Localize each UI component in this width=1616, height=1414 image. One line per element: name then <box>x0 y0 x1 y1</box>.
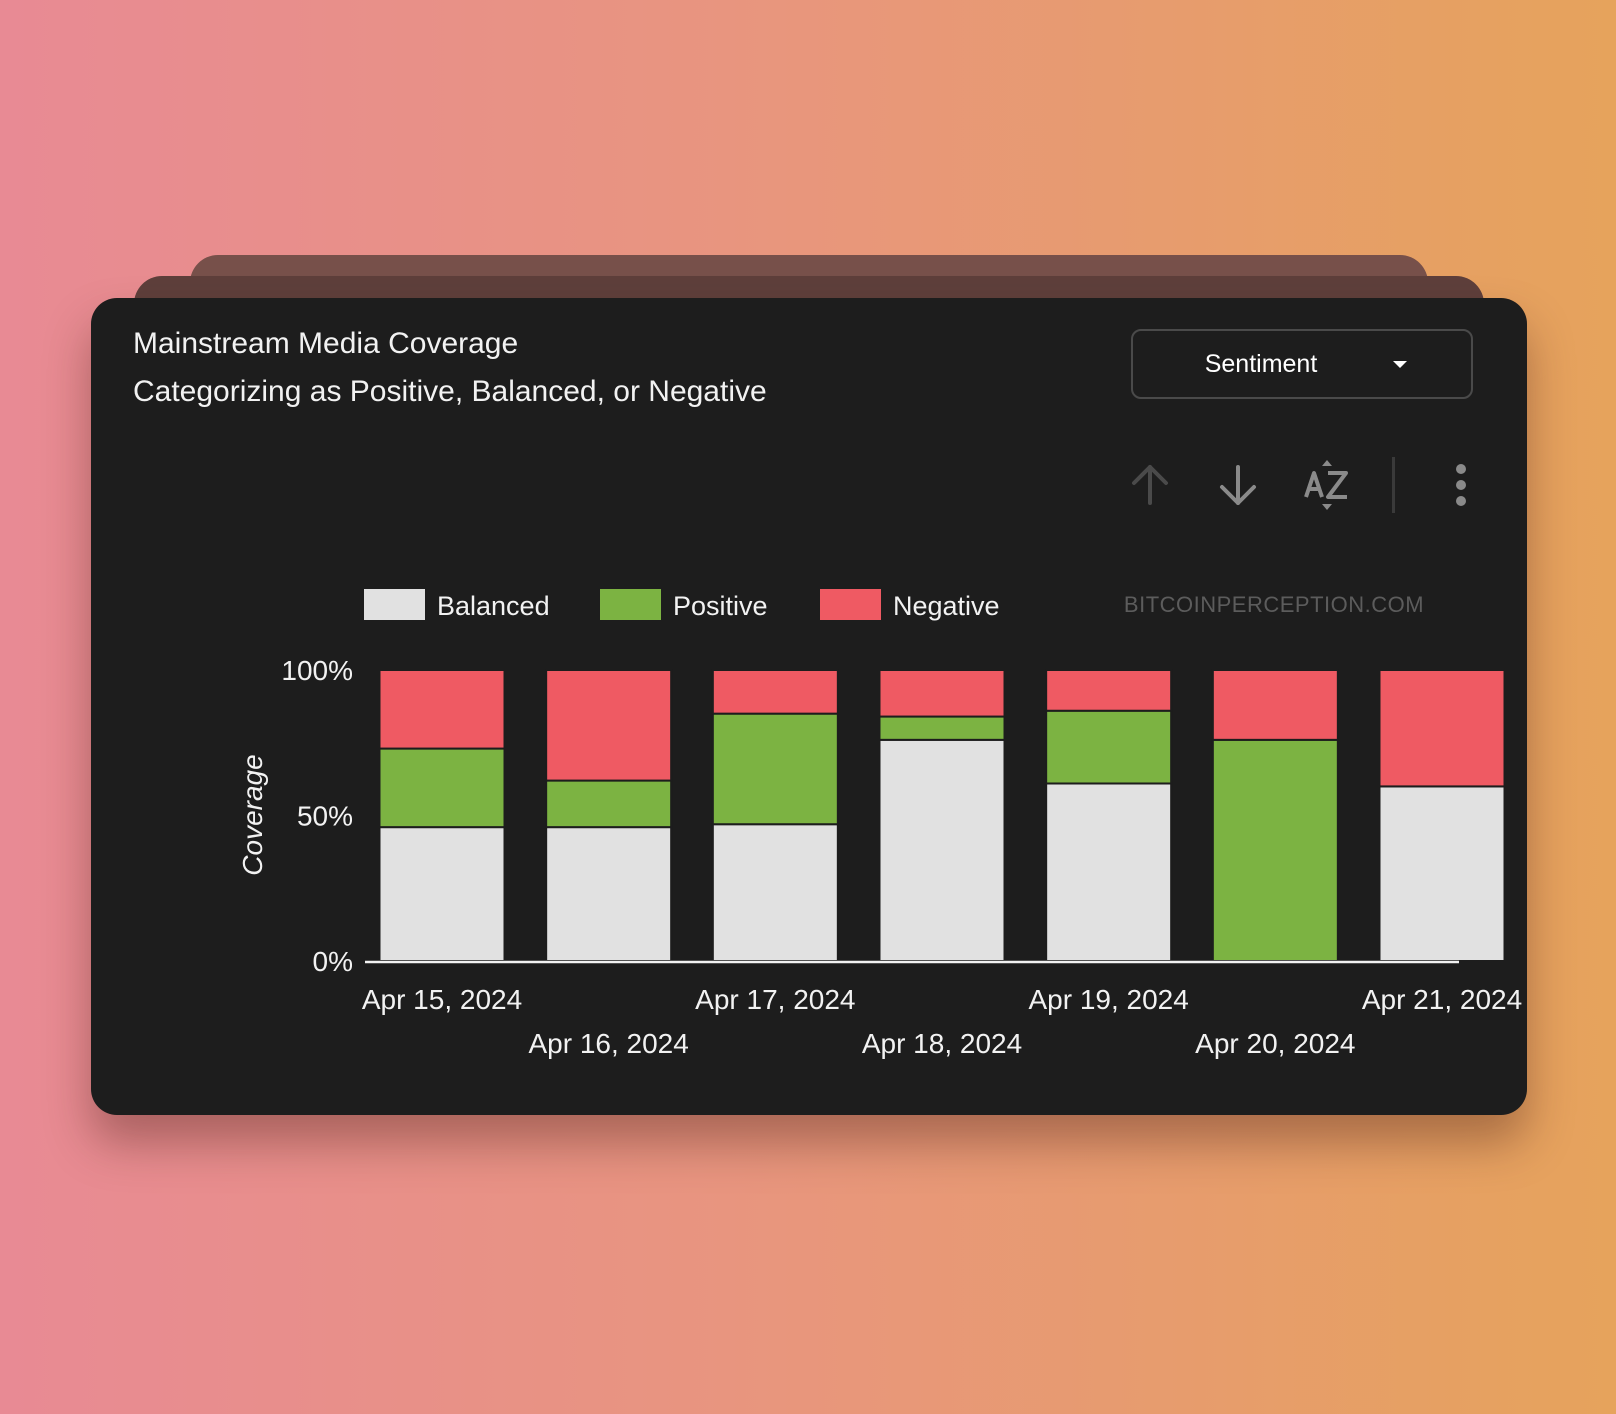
bar-segment-positive <box>1045 709 1173 785</box>
chart-title: Mainstream Media Coverage <box>133 327 519 360</box>
bar-segment-negative <box>378 669 506 750</box>
legend-label-balanced: Balanced <box>437 591 550 621</box>
chart-subtitle: Categorizing as Positive, Balanced, or N… <box>133 375 767 408</box>
watermark-text: BITCOINPERCEPTION.COM <box>1124 592 1424 617</box>
arrow-down-icon <box>1220 465 1256 505</box>
more-options-button[interactable] <box>1435 459 1487 511</box>
bar-segment-balanced <box>545 826 673 963</box>
legend-swatch-negative <box>820 589 881 620</box>
bar-segment-positive <box>878 715 1006 741</box>
more-vertical-icon <box>1456 464 1466 506</box>
bar-segment-balanced <box>878 738 1006 962</box>
y-tick-label: 50% <box>297 801 353 832</box>
bar-segment-balanced <box>1378 785 1506 962</box>
metric-dropdown[interactable]: Sentiment <box>1131 329 1473 399</box>
stacked-bar-chart: Balanced Positive Negative BITCOINPERCEPTIO… <box>237 589 1522 1059</box>
y-tick-label: 0% <box>313 946 353 977</box>
chart-card: Mainstream Media Coverage Categorizing a… <box>91 298 1527 1115</box>
bar-segment-balanced <box>1045 782 1173 962</box>
bar-segment-negative <box>1378 669 1506 788</box>
legend-swatch-balanced <box>364 589 425 620</box>
dropdown-selected-value: Sentiment <box>1204 350 1318 378</box>
bar-segment-negative <box>545 669 673 782</box>
y-tick-label: 100% <box>281 655 353 686</box>
az-sort-icon <box>1304 460 1348 510</box>
y-axis-label: Coverage <box>237 754 268 875</box>
sort-ascending-button[interactable] <box>1124 459 1176 511</box>
x-tick-label: Apr 15, 2024 <box>362 984 522 1015</box>
bar-segment-negative <box>1211 669 1339 741</box>
bar-segment-negative <box>1045 669 1173 712</box>
bar-segment-balanced <box>711 823 839 962</box>
x-tick-label: Apr 20, 2024 <box>1195 1028 1355 1059</box>
sort-descending-button[interactable] <box>1212 459 1264 511</box>
legend-swatch-positive <box>600 589 661 620</box>
bar-segment-negative <box>878 669 1006 718</box>
x-tick-label: Apr 21, 2024 <box>1362 984 1522 1015</box>
x-tick-label: Apr 19, 2024 <box>1028 984 1188 1015</box>
legend-label-negative: Negative <box>893 591 1000 621</box>
bar-segment-negative <box>711 669 839 715</box>
bar-segment-positive <box>1211 738 1339 962</box>
x-tick-label: Apr 18, 2024 <box>862 1028 1022 1059</box>
bar-segment-balanced <box>378 826 506 963</box>
sort-alphabetical-button[interactable] <box>1301 459 1353 511</box>
bar-segment-positive <box>711 712 839 826</box>
toolbar-separator <box>1392 457 1395 513</box>
caret-down-icon <box>1393 361 1407 368</box>
bar-segment-positive <box>545 779 673 829</box>
x-tick-label: Apr 16, 2024 <box>528 1028 688 1059</box>
bar-segment-positive <box>378 747 506 829</box>
arrow-up-icon <box>1132 465 1168 505</box>
x-tick-label: Apr 17, 2024 <box>695 984 855 1015</box>
legend-label-positive: Positive <box>673 591 768 621</box>
